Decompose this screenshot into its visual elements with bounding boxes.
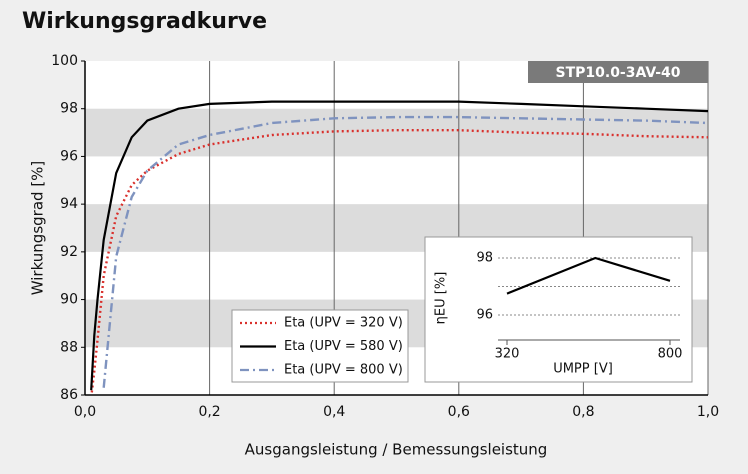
x-axis-label: Ausgangsleistung / Bemessungsleistung — [245, 441, 548, 459]
x-tick-label: 0,8 — [572, 404, 594, 420]
y-tick-label: 86 — [60, 387, 78, 403]
x-axis-label: UMPP [V] — [553, 362, 613, 377]
x-tick-label: 0,2 — [198, 404, 220, 420]
series-line — [90, 129, 708, 395]
series-line — [506, 256, 671, 295]
x-tick-label: 0,4 — [323, 404, 345, 420]
legend-label: Eta (UPV = 320 V) — [284, 316, 403, 331]
y-tick-label: 90 — [60, 292, 78, 308]
inset-box — [424, 236, 693, 383]
y-tick-label: 94 — [60, 196, 78, 212]
y-tick-label: 92 — [60, 244, 78, 260]
series-line — [90, 100, 708, 391]
y-tick-label: 98 — [60, 101, 78, 117]
x-tick-label: 320 — [495, 347, 520, 362]
label: STP10.0-3AV-40 — [556, 65, 681, 81]
series-line — [102, 115, 708, 388]
y-tick-label: 98 — [476, 251, 493, 266]
label-box — [528, 61, 708, 83]
x-tick-label: 800 — [658, 347, 683, 362]
grid-band — [85, 108, 708, 157]
legend-label: Eta (UPV = 800 V) — [284, 363, 403, 378]
x-tick-label: 0,6 — [448, 404, 470, 420]
y-tick-label: 88 — [60, 339, 78, 355]
x-tick-label: 0,0 — [74, 404, 96, 420]
x-tick-label: 1,0 — [697, 404, 719, 420]
y-tick-label: 100 — [51, 53, 78, 69]
y-tick-label: 96 — [476, 308, 493, 323]
chart-title: Wirkungsgradkurve — [22, 9, 267, 34]
y-axis-label: ηEU [%] — [434, 272, 449, 325]
y-axis-label: Wirkungsgrad [%] — [29, 161, 47, 296]
y-tick-label: 96 — [60, 148, 78, 164]
legend-label: Eta (UPV = 580 V) — [284, 339, 403, 354]
